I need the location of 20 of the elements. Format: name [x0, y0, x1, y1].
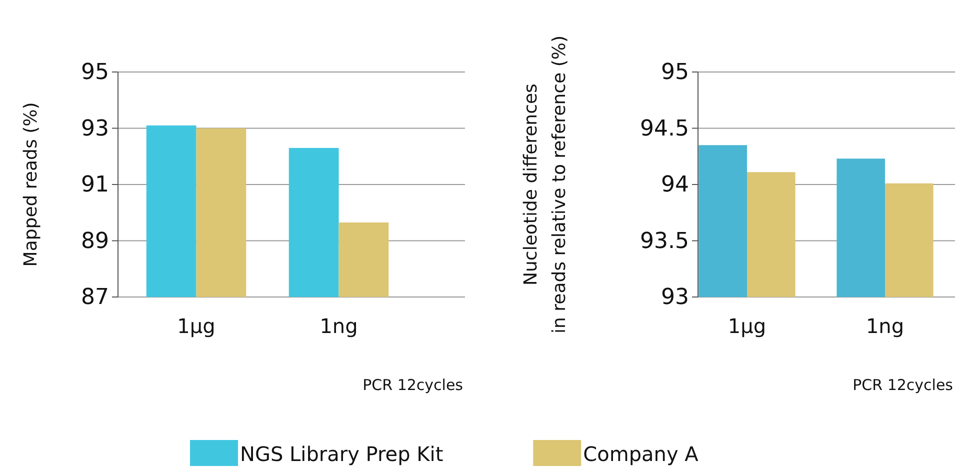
y-tick-label: 94.5 [640, 116, 689, 142]
y-tick-label: 93.5 [640, 228, 689, 254]
x-tick-label: 1ng [866, 314, 904, 338]
x-axis-title: PCR 12cycles [362, 376, 464, 394]
y-tick-label: 93 [81, 116, 109, 142]
y-axis-title: Mapped reads (%) [20, 102, 42, 267]
y-tick-label: 93 [661, 285, 689, 310]
x-tick-label: 1ng [320, 314, 358, 338]
y-tick-label: 94 [661, 172, 689, 198]
legend-label: NGS Library Prep Kit [240, 442, 444, 466]
y-tick-label: 87 [81, 285, 109, 310]
legend-label: Company A [583, 442, 699, 466]
y-tick-label: 95 [81, 60, 109, 86]
y-tick-label: 91 [81, 172, 109, 198]
y-tick-label: 89 [81, 228, 109, 254]
y-axis-title: Nucleotide differences in reads relative to reference (%) [520, 36, 570, 334]
x-tick-label: 1μg [177, 314, 216, 338]
y-tick-label: 95 [661, 60, 689, 86]
x-axis-title: PCR 12cycles [852, 376, 954, 394]
x-tick-label: 1μg [728, 314, 766, 338]
